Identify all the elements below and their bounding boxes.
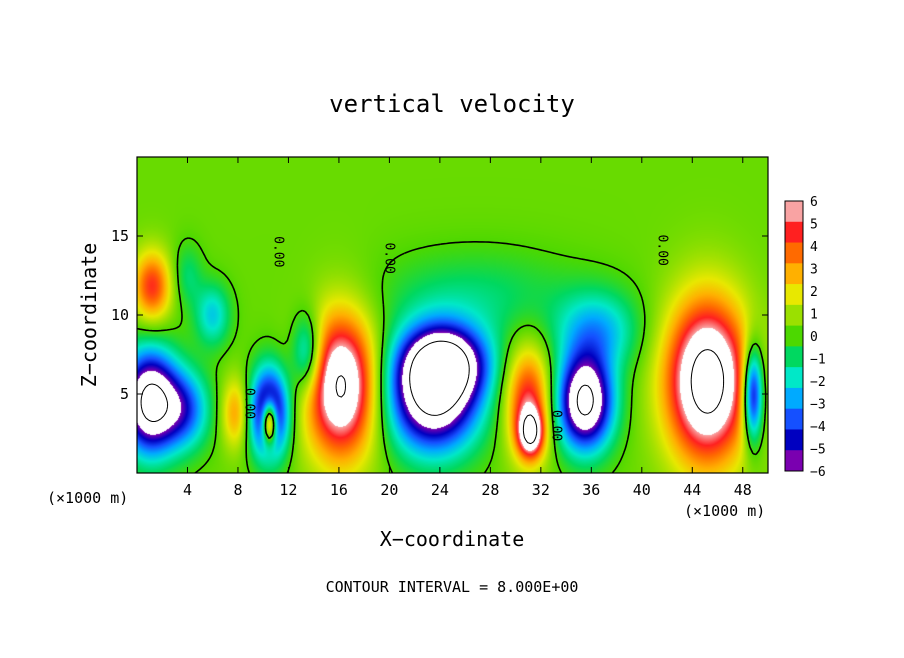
y-axis: 5 10 15: [111, 227, 768, 403]
colorbar-band: [785, 201, 803, 223]
x-axis: 4 8 12 16 20 24 28 32 36 40 44 48: [183, 157, 752, 499]
colorbar-label: 6: [810, 195, 818, 210]
colorbar: 6 5 4 3 2 1 0 −1 −2 −3 −4 −5 −6: [784, 195, 826, 480]
colorbar-band: [785, 284, 803, 306]
y-tick-label: 10: [111, 306, 129, 324]
colorbar-band: [785, 429, 803, 451]
colorbar-band: [785, 408, 803, 430]
x-tick-label: 28: [481, 481, 499, 499]
colorbar-label: −3: [810, 398, 826, 413]
colorbar-band: [785, 387, 803, 410]
chart-title: vertical velocity: [329, 90, 575, 118]
x-tick-label: 16: [330, 481, 348, 499]
x-tick-label: 4: [183, 481, 192, 499]
x-tick-label: 32: [532, 481, 550, 499]
contour-line-positive: [335, 349, 725, 445]
x-tick-label: 40: [633, 481, 651, 499]
colorbar-label: 4: [810, 240, 818, 255]
x-unit-right: (×1000 m): [684, 502, 765, 520]
colorbar-band: [785, 242, 803, 264]
plot-area: [137, 157, 768, 473]
colorbar-label: −6: [810, 465, 826, 480]
colorbar-label: 0: [810, 330, 818, 345]
colorbar-label: 2: [810, 285, 818, 300]
colorbar-frame: [784, 200, 804, 472]
colorbar-label: −2: [810, 375, 826, 390]
contour-label: 0.00: [271, 236, 286, 267]
colorbar-band: [785, 325, 803, 347]
contour-interval-footer: CONTOUR INTERVAL = 8.000E+00: [326, 578, 579, 596]
x-tick-label: 24: [431, 481, 449, 499]
y-tick-label: 15: [111, 227, 129, 245]
y-tick-label: 5: [120, 385, 129, 403]
colorbar-band: [785, 263, 803, 285]
x-unit-left: (×1000 m): [47, 489, 128, 507]
x-tick-label: 44: [683, 481, 701, 499]
x-tick-label: 12: [279, 481, 297, 499]
colorbar-label: −4: [810, 420, 826, 435]
colorbar-label: −5: [810, 443, 826, 458]
contour-line-zero: [137, 237, 767, 473]
colorbar-label: 5: [810, 218, 818, 233]
x-tick-label: 20: [380, 481, 398, 499]
contour-label: 0.00: [242, 388, 257, 419]
colorbar-band: [785, 221, 803, 244]
y-axis-title: Z−coordinate: [77, 243, 101, 388]
colorbar-band: [785, 367, 803, 389]
contour-line-negative: [140, 340, 594, 422]
x-axis-title: X−coordinate: [380, 527, 525, 551]
colorbar-band: [785, 450, 803, 472]
x-tick-label: 48: [734, 481, 752, 499]
colorbar-band: [785, 346, 803, 368]
colorbar-label: −1: [810, 353, 826, 368]
x-tick-label: 36: [582, 481, 600, 499]
contour-label: 0.00: [654, 235, 669, 266]
contour-label: 0.00: [548, 410, 563, 441]
contour-labels: 0.00 0.00 0.00 0.00 0.00: [242, 235, 670, 442]
colorbar-band: [785, 304, 803, 327]
contour-lines: [137, 237, 767, 473]
contour-label: 0.00: [382, 242, 397, 273]
velocity-field-image: [137, 157, 768, 473]
colorbar-label: 1: [810, 308, 818, 323]
x-tick-label: 8: [233, 481, 242, 499]
colorbar-label: 3: [810, 263, 818, 278]
